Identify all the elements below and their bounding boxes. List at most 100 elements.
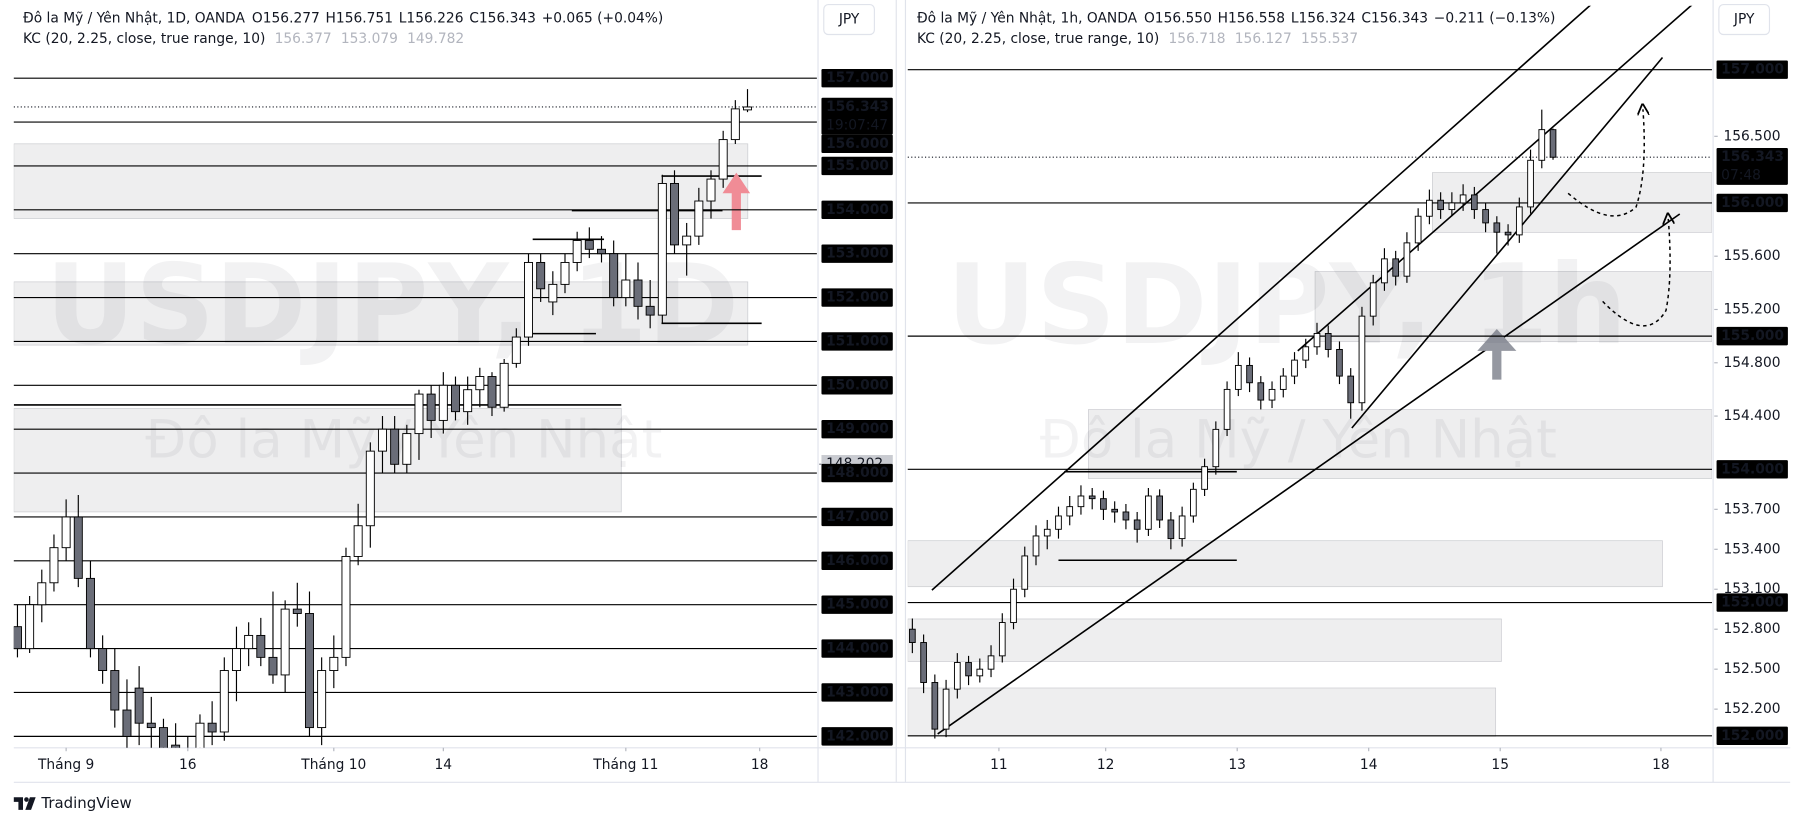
currency-label: JPY — [838, 12, 860, 28]
candle-body — [122, 709, 132, 737]
indicator-name: KC (20, 2.25, close, true range, 10) — [917, 31, 1159, 47]
indicator-value: 156.718 — [1169, 31, 1226, 47]
logo-mark — [24, 797, 29, 802]
candle-body — [511, 336, 521, 364]
drawings-left — [13, 143, 762, 513]
candle-body — [1234, 364, 1242, 390]
countdown: 07:48 — [1721, 168, 1761, 184]
candle-body — [1358, 315, 1366, 404]
level-box — [1716, 460, 1788, 479]
last-price-box — [1716, 148, 1788, 185]
x-tick-label: 13 — [1228, 757, 1246, 773]
candle-body — [1515, 206, 1523, 236]
candle-body — [1021, 555, 1029, 590]
y-tick-label: 154.400 — [1723, 408, 1780, 424]
candle-body — [597, 248, 606, 255]
candle-body — [219, 670, 229, 733]
level-box — [821, 639, 893, 658]
level-label: 155.000 — [1721, 328, 1784, 344]
candle-body — [931, 682, 939, 730]
level-label: 156.000 — [826, 136, 889, 152]
candle-body — [1403, 242, 1411, 277]
x-tick-label: 18 — [751, 757, 769, 773]
ohlc-stat: C156.343 — [469, 10, 536, 26]
x-tick-label: Tháng 11 — [592, 757, 658, 773]
candle-body — [268, 656, 278, 676]
candle-body — [292, 608, 302, 614]
level-box — [821, 134, 893, 154]
candle-body — [1100, 498, 1107, 510]
candle-body — [584, 240, 594, 250]
level-box — [821, 376, 893, 395]
y-tick-label: 152.200 — [1723, 701, 1780, 717]
last-price-box — [821, 97, 893, 135]
indicator-value: 156.127 — [1235, 31, 1292, 47]
candle-body — [487, 376, 497, 408]
level-box — [1716, 593, 1788, 612]
level-label: 157.000 — [826, 70, 889, 86]
candle-body — [1392, 258, 1400, 277]
ohlc-stat: −0.211 (−0.13%) — [1434, 10, 1556, 26]
candle-body — [942, 688, 950, 730]
projection-arrow — [1567, 109, 1644, 217]
candle-body — [317, 670, 327, 729]
legend-header: Đô la Mỹ / Yên Nhật, 1D, OANDA O156.277 H1… — [23, 10, 663, 26]
candle-body — [110, 670, 120, 711]
level-label: 146.000 — [826, 553, 889, 569]
candle-body — [536, 261, 546, 290]
trend-line — [931, 5, 1591, 591]
y-tick-label: 155.200 — [1723, 301, 1780, 317]
candle-body — [414, 393, 424, 435]
candle-body — [98, 648, 108, 672]
candle-body — [976, 668, 984, 677]
x-tick-label: Tháng 10 — [300, 757, 366, 773]
indicator-value: 153.079 — [341, 31, 398, 47]
x-tick-label: Tháng 9 — [37, 757, 94, 773]
candle-body — [1111, 508, 1119, 513]
candle-body — [280, 608, 290, 676]
symbol-title: Đô la Mỹ / Yên Nhật, 1h, OANDA — [917, 10, 1138, 26]
candle-body — [1032, 535, 1040, 557]
currency-button — [1718, 4, 1771, 36]
ohlc-stat: H156.558 — [1218, 10, 1285, 26]
level-label: 152.000 — [1721, 728, 1784, 744]
level-label: 155.000 — [826, 158, 889, 174]
candle-body — [730, 108, 740, 141]
level-box — [821, 288, 893, 307]
level-label: 153.000 — [1721, 595, 1784, 611]
candle-body — [158, 727, 168, 748]
watermark: USDJPY, 1h — [947, 241, 1628, 370]
candle-body — [1426, 199, 1433, 217]
level-label: 149.000 — [826, 421, 889, 437]
level-box — [821, 727, 893, 746]
ohlc-stat: O156.277 — [252, 10, 320, 26]
candle-body — [1010, 588, 1017, 624]
candle-body — [706, 178, 716, 202]
level-box — [821, 68, 893, 88]
level-box — [821, 683, 893, 702]
y-tick-label: 153.400 — [1723, 541, 1780, 557]
level-label: 152.000 — [826, 290, 889, 306]
candle-body — [1493, 222, 1501, 233]
candle-body — [1527, 159, 1534, 208]
candle-body — [1167, 519, 1175, 540]
candle-body — [1313, 333, 1321, 348]
candle-body — [1077, 495, 1085, 508]
level-label: 156.000 — [1721, 195, 1784, 211]
candle-body — [1459, 194, 1467, 204]
candle-body — [670, 183, 679, 246]
candle-body — [499, 362, 509, 408]
candle-body — [146, 722, 156, 729]
trend-line — [1351, 57, 1664, 429]
candle-body — [207, 722, 217, 733]
indicator-name: KC (20, 2.25, close, true range, 10) — [23, 31, 265, 47]
countdown: 19:07:47 — [826, 117, 888, 133]
level-label: 154.000 — [826, 202, 889, 218]
candles — [13, 89, 752, 748]
level-label: 148.000 — [826, 465, 889, 481]
y-tick-label: 155.600 — [1723, 248, 1780, 264]
candle-body — [1257, 382, 1265, 401]
candle-body — [909, 628, 916, 643]
